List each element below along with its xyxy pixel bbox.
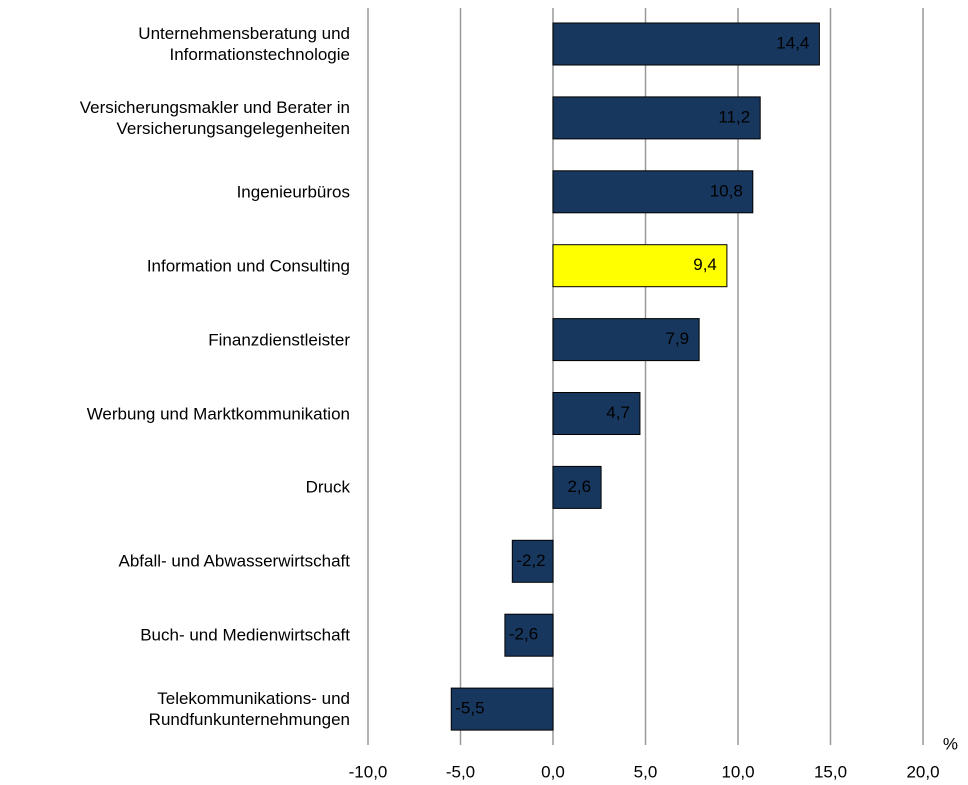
- value-label: 9,4: [693, 255, 717, 274]
- value-label: 4,7: [606, 403, 630, 422]
- bar: [552, 465, 602, 509]
- y-tick-label: Information und Consulting: [146, 256, 350, 276]
- x-tick-label: -10,0: [349, 762, 388, 781]
- value-label: 7,9: [666, 329, 690, 348]
- bar: [511, 539, 554, 583]
- value-label: 14,4: [776, 33, 809, 52]
- y-tick-label: Druck: [305, 477, 350, 497]
- y-tick-label: Unternehmensberatung und Informationstec…: [138, 24, 350, 64]
- x-tick-label: 10,0: [721, 762, 754, 781]
- bar: [504, 613, 554, 657]
- x-axis-label: %: [943, 734, 958, 753]
- bar: [552, 318, 700, 362]
- value-label: -5,5: [455, 699, 484, 718]
- y-tick-label: Telekommunikations- und Rundfunkunterneh…: [148, 689, 350, 730]
- y-tick-label: Finanzdienstleister: [208, 330, 350, 350]
- y-tick-label: Werbung und Marktkommunikation: [86, 404, 350, 423]
- y-tick-label: Ingenieurbüros: [236, 182, 350, 202]
- value-label: 11,2: [718, 107, 750, 126]
- bar: [552, 22, 820, 66]
- x-tick-label: 5,0: [634, 762, 658, 781]
- y-tick-label: Abfall- und Abwasserwirtschaft: [118, 551, 351, 571]
- x-tick-label: -5,0: [446, 762, 475, 781]
- value-label: -2,2: [516, 551, 545, 570]
- value-label: -2,6: [509, 625, 538, 644]
- y-tick-label: Versicherungsmakler und Berater in Versi…: [79, 97, 350, 138]
- x-tick-label: 0,0: [541, 762, 565, 781]
- bar: [450, 687, 554, 731]
- bar: [552, 244, 728, 288]
- bar: [552, 96, 761, 140]
- bar: [552, 392, 641, 435]
- value-label: 10,8: [710, 181, 743, 200]
- x-tick-label: 20,0: [906, 762, 939, 781]
- value-label: 2,6: [567, 477, 591, 496]
- x-tick-label: 15,0: [814, 762, 847, 781]
- bar: [552, 170, 754, 214]
- y-tick-label: Buch- und Medienwirtschaft: [140, 625, 350, 645]
